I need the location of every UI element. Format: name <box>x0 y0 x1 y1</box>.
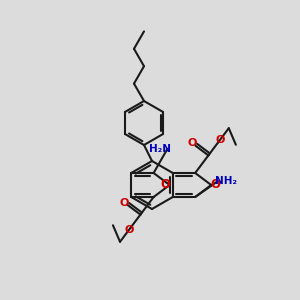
Text: NH₂: NH₂ <box>215 176 237 186</box>
Text: O: O <box>215 135 224 145</box>
Text: H₂N: H₂N <box>148 144 170 154</box>
Text: O: O <box>124 225 134 235</box>
Text: O: O <box>120 198 129 208</box>
Text: O: O <box>210 178 220 191</box>
Text: O: O <box>160 178 171 191</box>
Text: O: O <box>188 138 197 148</box>
